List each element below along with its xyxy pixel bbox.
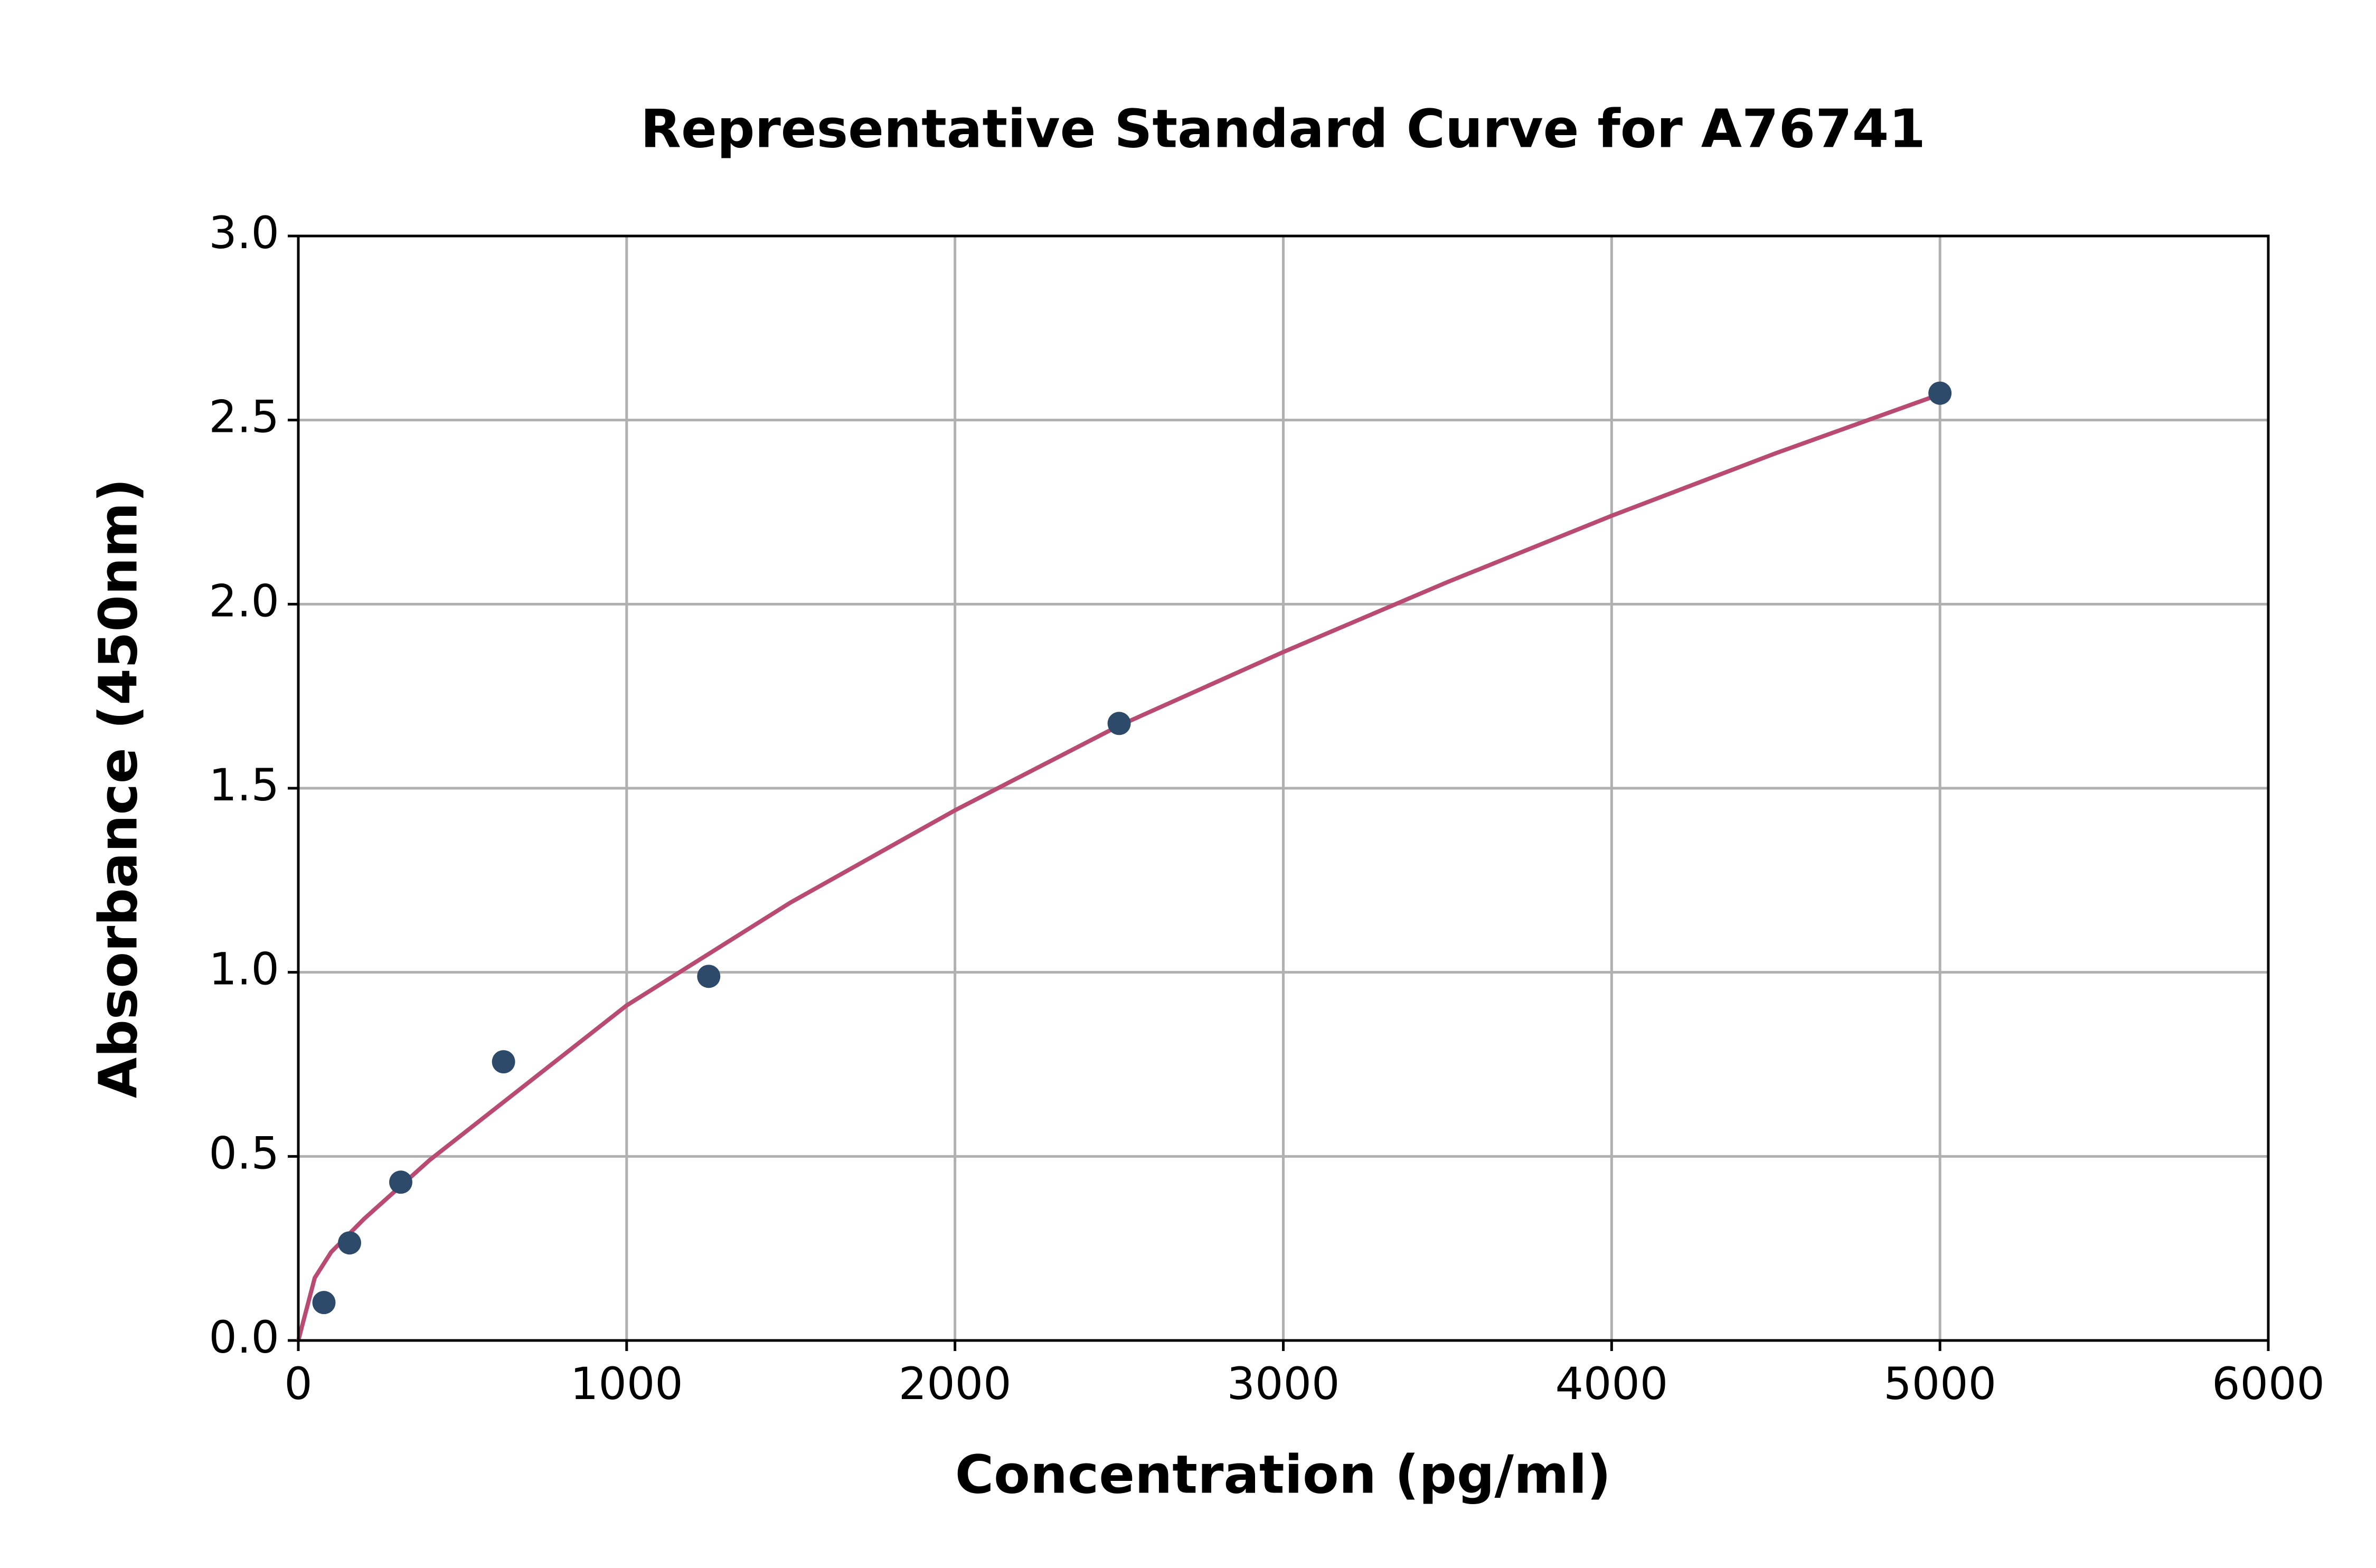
data-point: [492, 1050, 515, 1074]
y-tick-label: 3.0: [209, 207, 279, 259]
data-point: [1928, 381, 1952, 405]
data-point: [312, 1291, 336, 1315]
fit-curve: [296, 392, 1941, 1342]
y-tick-label: 1.5: [209, 759, 279, 811]
plot-frame: [297, 234, 2270, 1342]
y-tick-label: 1.0: [209, 943, 279, 995]
x-axis-label: Concentration (pg/ml): [955, 1443, 1611, 1505]
y-tick-label: 2.0: [209, 575, 279, 627]
data-point: [1107, 712, 1131, 735]
data-point: [389, 1170, 413, 1194]
chart-title: Representative Standard Curve for A76741: [640, 98, 1926, 159]
x-tick-label: 2000: [899, 1358, 1012, 1410]
x-tick-label: 5000: [1883, 1358, 1996, 1410]
x-tick-label: 6000: [2212, 1358, 2325, 1410]
y-tick-label: 0.0: [209, 1311, 279, 1363]
x-tick-label: 4000: [1555, 1358, 1668, 1410]
y-axis-label: Absorbance (450nm): [87, 478, 149, 1098]
y-tick-label: 0.5: [209, 1127, 279, 1179]
y-tick-label: 2.5: [209, 391, 279, 443]
x-tick-label: 1000: [570, 1358, 683, 1410]
data-point: [697, 965, 721, 988]
data-point: [338, 1231, 362, 1255]
x-tick-label: 3000: [1227, 1358, 1340, 1410]
x-tick-label: 0: [284, 1358, 312, 1410]
